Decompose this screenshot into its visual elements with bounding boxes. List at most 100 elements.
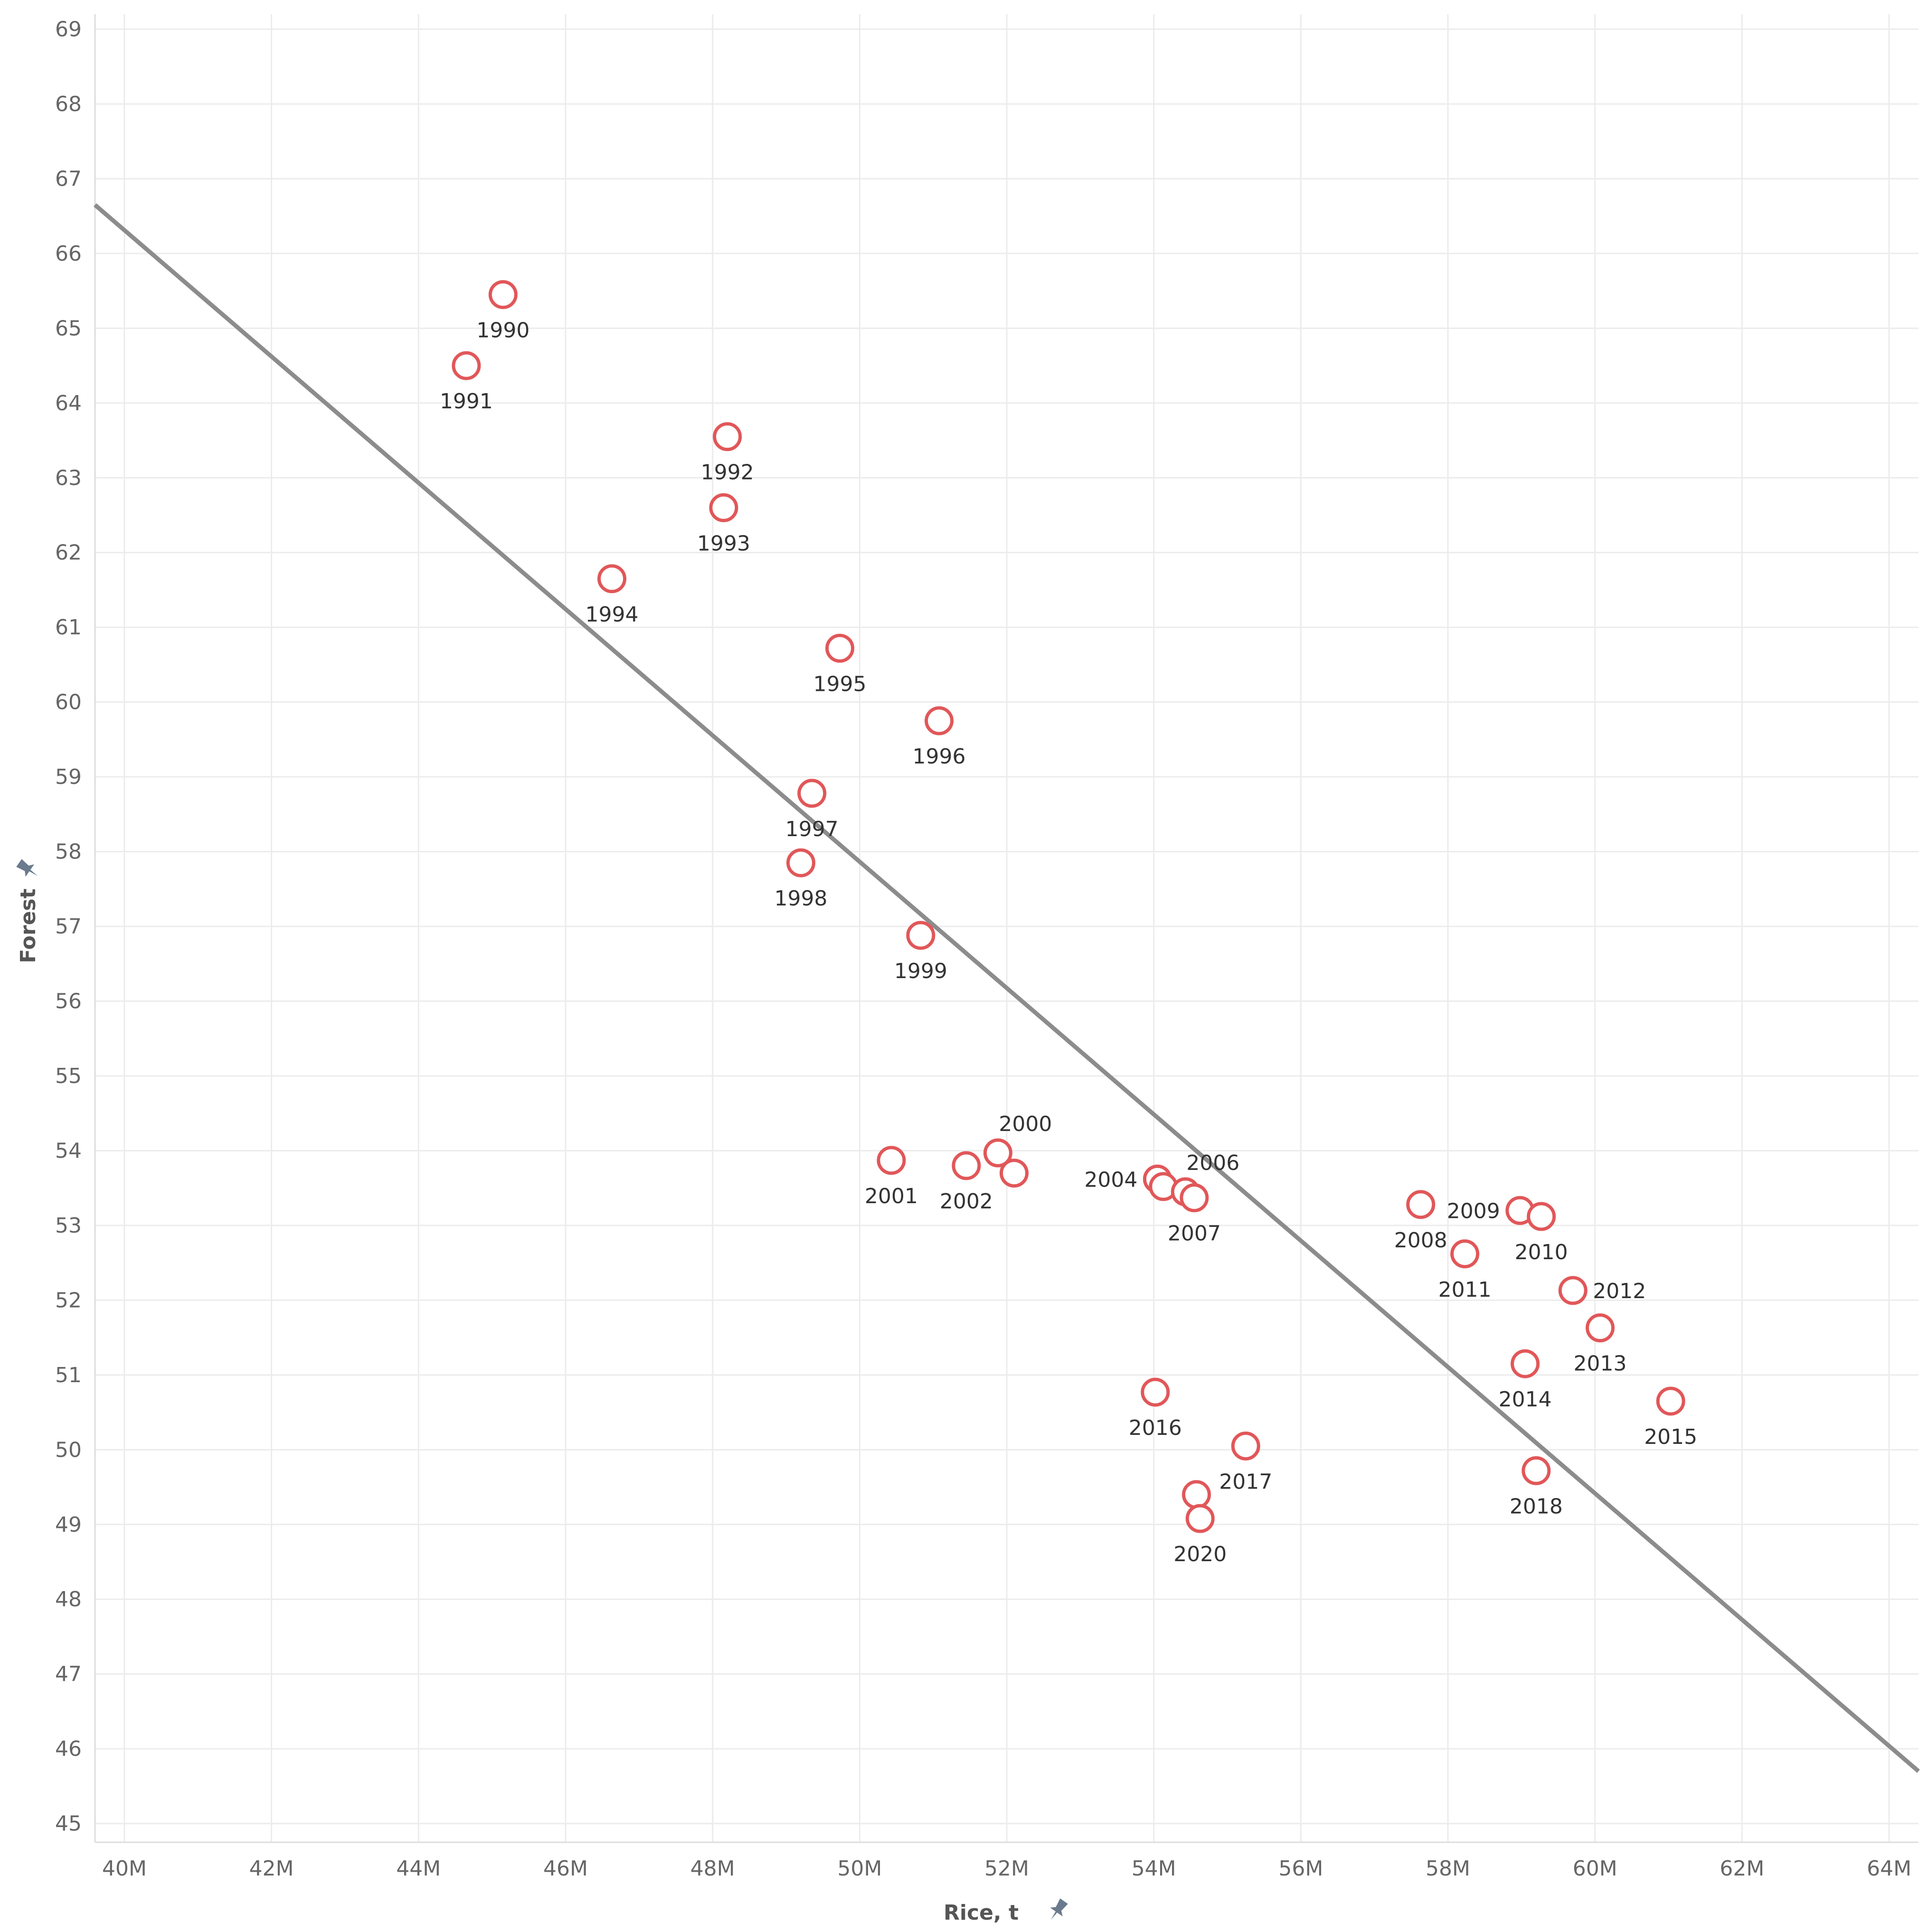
point-label: 2017 [1219,1470,1272,1494]
y-tick-label: 58 [55,840,82,864]
y-tick-label: 52 [55,1288,82,1312]
data-point[interactable] [877,1146,906,1175]
data-point[interactable] [1586,1313,1615,1343]
point-label: 2009 [1447,1199,1500,1223]
data-point[interactable] [1180,1183,1209,1213]
x-tick-label: 54M [1132,1857,1176,1881]
point-label: 1998 [774,886,827,911]
point-label: 2006 [1186,1151,1239,1175]
point-label: 1999 [894,959,947,983]
x-tick-label: 46M [543,1857,588,1881]
data-point[interactable] [713,422,742,452]
point-label: 2018 [1510,1494,1563,1518]
point-label: 2012 [1593,1279,1646,1303]
x-tick-label: 40M [102,1857,147,1881]
x-tick-label: 62M [1720,1857,1764,1881]
point-label: 1997 [785,817,839,841]
data-point[interactable] [1522,1456,1551,1485]
point-label: 2007 [1168,1222,1221,1246]
data-point[interactable] [452,351,481,380]
y-tick-label: 69 [55,17,82,41]
y-tick-label: 67 [55,167,82,191]
data-point[interactable] [825,633,855,663]
point-label: 2001 [865,1184,918,1208]
y-axis-title: Forest [15,857,42,963]
point-label: 1994 [586,603,639,627]
data-point[interactable] [1231,1431,1260,1461]
point-label-layer: 1990 1991 1992 1993 1994 1995 1996 1997 1998 1999… [440,318,1697,1566]
data-point[interactable] [797,779,827,808]
x-tick-label: 52M [984,1857,1029,1881]
point-label: 2016 [1129,1416,1182,1440]
point-label: 2010 [1515,1240,1568,1264]
data-point[interactable] [906,921,936,950]
x-tick-label: 64M [1867,1857,1911,1881]
y-tick-label: 51 [55,1363,82,1387]
x-tick-label: 56M [1278,1857,1323,1881]
y-tick-label: 64 [55,391,82,415]
data-point[interactable] [709,493,738,522]
y-tick-label: 66 [55,242,82,266]
trend-line-layer [94,203,1920,1773]
point-label: 1996 [913,745,966,769]
y-tick-label: 49 [55,1513,82,1537]
data-point[interactable] [786,848,815,877]
point-label: 2008 [1394,1228,1447,1253]
y-tick-label: 57 [55,914,82,939]
y-tick-label: 48 [55,1587,82,1612]
y-tick-label: 54 [55,1139,82,1163]
point-label: 2015 [1644,1425,1697,1449]
x-tick-label: 44M [396,1857,441,1881]
point-layer [452,280,1685,1533]
pin-icon[interactable] [15,857,42,882]
y-axis-title-text: Forest [16,888,40,963]
data-point[interactable] [1511,1349,1540,1378]
data-point[interactable] [1558,1276,1588,1305]
y-tick-label: 45 [55,1812,82,1836]
point-label: 2011 [1438,1278,1492,1302]
data-point[interactable] [1406,1190,1436,1219]
point-label: 2004 [1084,1168,1137,1192]
y-tick-label: 56 [55,990,82,1014]
point-label: 1992 [701,461,754,485]
point-label: 1993 [697,531,750,556]
y-tick-label: 47 [55,1662,82,1687]
y-tick-label: 61 [55,615,82,640]
trend-line [94,203,1920,1773]
point-label: 2013 [1574,1352,1627,1376]
y-tick-label: 68 [55,92,82,116]
data-point[interactable] [999,1159,1029,1188]
y-tick-label: 60 [55,690,82,715]
data-point[interactable] [1527,1202,1556,1231]
x-tick-label: 58M [1426,1857,1470,1881]
x-tick-label: 50M [837,1857,882,1881]
x-tick-label: 60M [1573,1857,1617,1881]
y-tick-label: 53 [55,1214,82,1238]
x-tick-label: 48M [690,1857,735,1881]
data-point[interactable] [488,280,518,309]
y-tick-label: 65 [55,316,82,340]
data-point[interactable] [1450,1239,1480,1269]
point-label: 1990 [476,318,529,342]
data-point[interactable] [983,1138,1012,1168]
data-point[interactable] [1181,1480,1211,1509]
data-point[interactable] [1141,1377,1170,1407]
point-label: 1995 [813,672,867,696]
point-label: 1991 [440,389,493,414]
y-tick-label: 62 [55,541,82,565]
pin-icon[interactable] [1045,1897,1070,1924]
y-tick-label: 55 [55,1064,82,1088]
y-tick-label: 46 [55,1737,82,1761]
data-point[interactable] [1656,1386,1685,1416]
data-point[interactable] [597,564,627,594]
data-point[interactable] [925,706,954,735]
grid-layer [95,14,1919,1842]
point-label: 2002 [940,1189,993,1214]
data-point[interactable] [952,1151,981,1180]
data-point[interactable] [1185,1504,1215,1533]
point-label: 2020 [1173,1542,1227,1566]
x-axis-title-text: Rice, t [944,1901,1019,1925]
y-tick-label: 59 [55,765,82,789]
point-label: 2000 [999,1112,1052,1136]
